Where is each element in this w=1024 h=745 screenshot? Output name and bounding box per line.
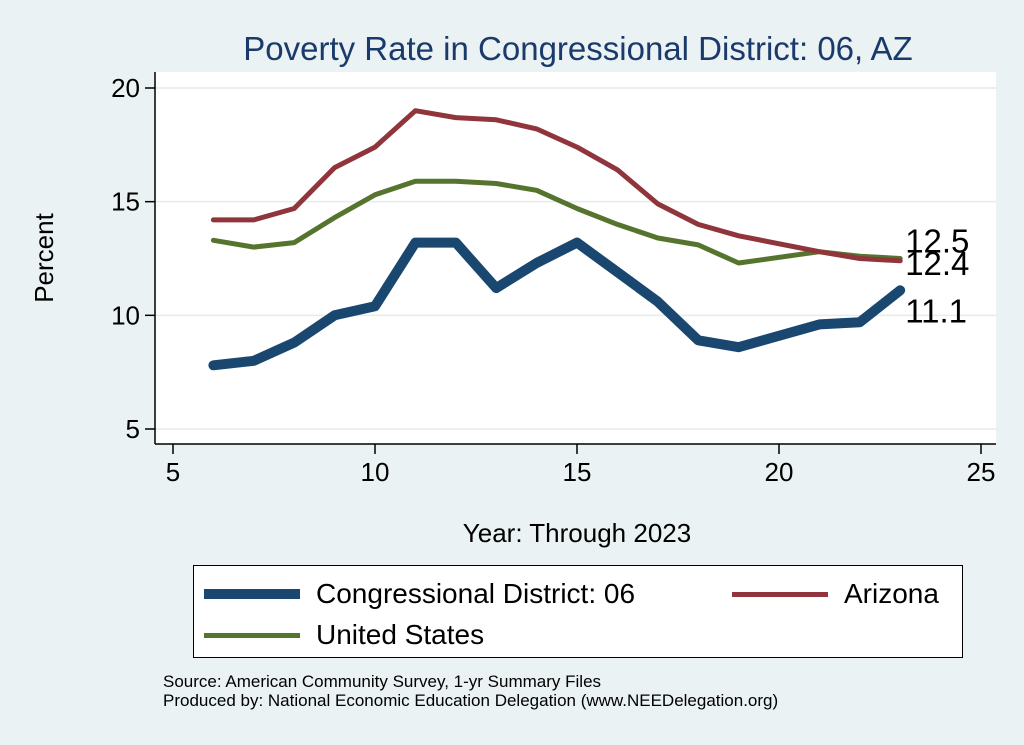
legend-label-us: United States	[316, 619, 485, 650]
series-line-us	[210, 178, 903, 266]
end-label-district: 11.1	[905, 292, 967, 329]
legend-item-district: Congressional District: 06	[204, 578, 635, 610]
x-tick-label-25: 25	[967, 457, 996, 487]
legend-item-arizona: Arizona	[732, 578, 939, 610]
y-axis-label: Percent	[29, 212, 59, 302]
x-axis-label: Year: Through 2023	[463, 518, 691, 548]
producer-line: Produced by: National Economic Education…	[163, 691, 779, 710]
legend-swatch-us	[204, 632, 300, 638]
y-tick-label-20: 20	[111, 73, 140, 103]
series-line-district	[208, 237, 906, 371]
source-line: Source: American Community Survey, 1-yr …	[163, 672, 602, 691]
y-tick-label-5: 5	[126, 414, 140, 444]
series-line-arizona	[210, 108, 903, 264]
x-tick-label-20: 20	[765, 457, 794, 487]
series-layer	[208, 108, 906, 371]
legend-swatch-district	[204, 589, 300, 599]
end-label-us: 12.5	[905, 223, 969, 260]
source-note: Source: American Community Survey, 1-yr …	[163, 672, 778, 710]
y-tick-label-10: 10	[111, 300, 140, 330]
ticks-layer: 5 10 15 20 5 10 15 20 25	[111, 73, 995, 487]
end-label-layer: 11.1 12.412.5	[905, 223, 969, 330]
legend-item-us: United States	[204, 619, 484, 651]
y-tick-label-15: 15	[111, 187, 140, 217]
x-tick-label-5: 5	[166, 457, 180, 487]
x-tick-label-15: 15	[563, 457, 592, 487]
grid-layer	[155, 87, 996, 430]
legend-label-arizona: Arizona	[844, 578, 939, 609]
end-label-arizona: 12.4	[905, 245, 969, 282]
x-tick-label-10: 10	[361, 457, 390, 487]
chart-title: Poverty Rate in Congressional District: …	[243, 30, 912, 67]
legend-label-district: Congressional District: 06	[316, 578, 636, 609]
legend: Congressional District: 06 Arizona Unite…	[193, 565, 963, 658]
legend-swatch-arizona	[732, 591, 828, 597]
